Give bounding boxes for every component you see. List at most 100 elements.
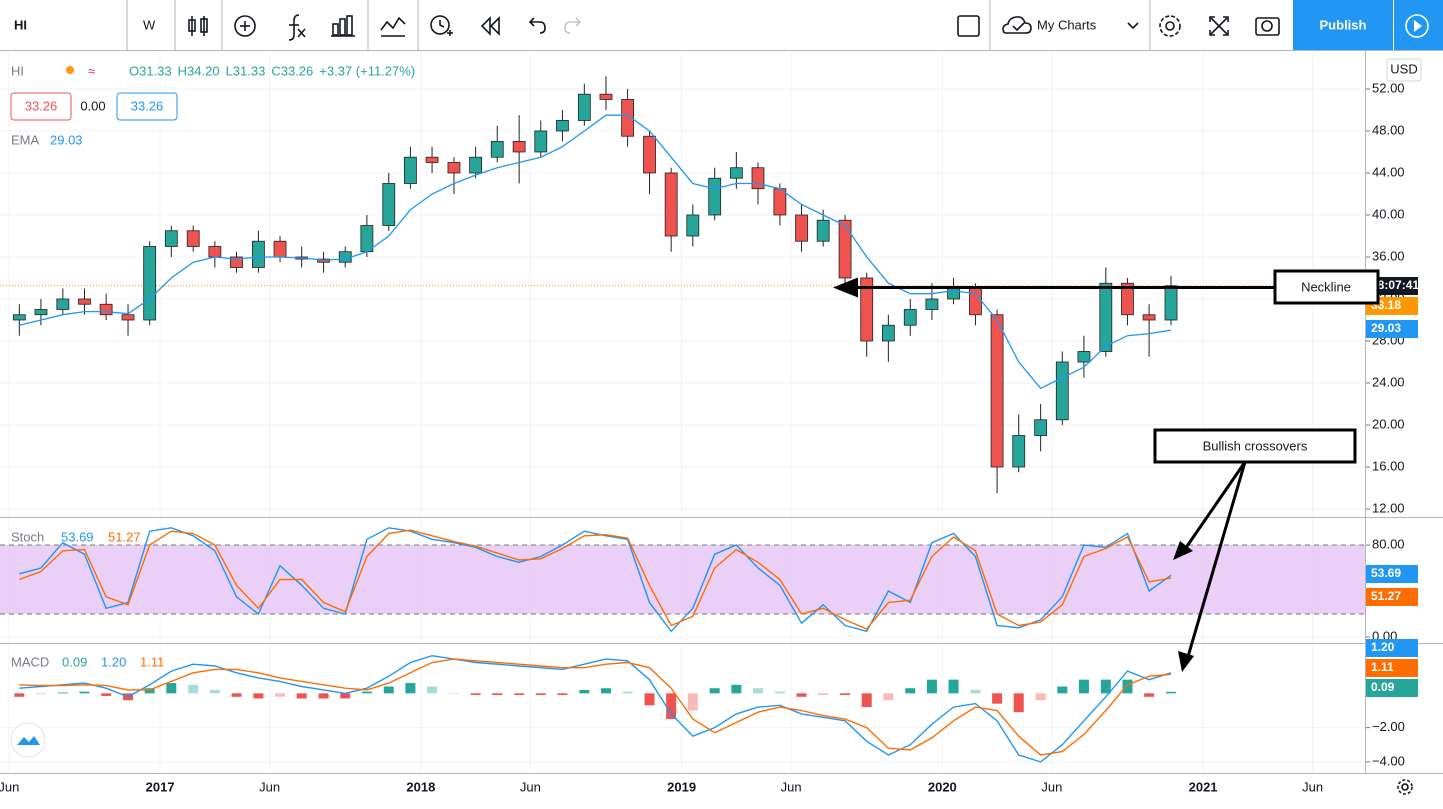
publish-label: Publish bbox=[1320, 17, 1367, 32]
candle-body bbox=[469, 156, 482, 174]
y-tick-label: 40.00 bbox=[1372, 206, 1405, 221]
histogram-bar bbox=[666, 693, 677, 720]
chart-type-button[interactable] bbox=[188, 16, 208, 36]
candle-body bbox=[860, 277, 874, 342]
histogram-bar bbox=[383, 686, 394, 694]
candle-body bbox=[121, 314, 135, 321]
templates-button[interactable] bbox=[331, 15, 355, 37]
currency: USD bbox=[1390, 61, 1417, 76]
ohlc-item: O31.33 bbox=[129, 63, 172, 78]
histogram-tag-bg bbox=[1366, 679, 1418, 697]
indicator-line bbox=[19, 658, 1172, 756]
macd-label: MACD bbox=[11, 654, 49, 669]
candle-body bbox=[1077, 351, 1091, 363]
histogram-bar bbox=[731, 684, 742, 694]
candle-body bbox=[164, 230, 178, 247]
histogram-bar bbox=[926, 679, 937, 694]
axis-settings-button[interactable] bbox=[1397, 779, 1413, 795]
settings-button[interactable] bbox=[1159, 15, 1181, 37]
undo-button[interactable] bbox=[528, 17, 546, 34]
histogram-bar bbox=[1144, 693, 1155, 697]
sell-box[interactable] bbox=[10, 92, 72, 121]
candle-body bbox=[360, 225, 374, 253]
candle-body bbox=[534, 130, 548, 153]
ohlc-item: L31.33 bbox=[226, 63, 266, 78]
y-tick-label: 24.00 bbox=[1372, 374, 1405, 389]
candle-body bbox=[686, 214, 700, 237]
sell-price: 33.26 bbox=[25, 98, 58, 113]
histogram-bar bbox=[514, 693, 525, 696]
histogram-bar bbox=[818, 693, 829, 696]
play-icon bbox=[1405, 14, 1429, 38]
replay-button[interactable] bbox=[480, 16, 500, 36]
stoch-k-value: 53.69 bbox=[61, 529, 94, 544]
publish-button[interactable] bbox=[1293, 0, 1393, 50]
y-tick-label: 16.00 bbox=[1372, 458, 1405, 473]
x-tick-label: Jun bbox=[1302, 779, 1323, 794]
histogram-value: 0.09 bbox=[62, 654, 87, 669]
histogram-bar bbox=[535, 693, 546, 696]
histogram-bar bbox=[557, 693, 568, 696]
histogram-bar bbox=[622, 691, 633, 694]
my-charts-button[interactable]: My Charts bbox=[1002, 16, 1139, 34]
spread: 0.00 bbox=[80, 98, 105, 113]
histogram-bar bbox=[296, 693, 307, 699]
alert-button[interactable] bbox=[430, 15, 453, 36]
buy-box[interactable] bbox=[116, 92, 178, 121]
stoch-label: Stoch bbox=[11, 529, 44, 544]
y-tick-label: 20.00 bbox=[1372, 416, 1405, 431]
histogram-bar bbox=[166, 683, 177, 694]
histogram-bar bbox=[1013, 693, 1024, 713]
stoch-d-tag: 51.27 bbox=[1371, 589, 1401, 603]
y-tick-label: 36.00 bbox=[1372, 248, 1405, 263]
x-tick-label: 2021 bbox=[1189, 779, 1218, 794]
candle-body bbox=[751, 167, 765, 190]
currency-box[interactable] bbox=[1386, 58, 1422, 82]
macd-tag-bg bbox=[1366, 639, 1418, 657]
neckline-label: Neckline bbox=[1301, 279, 1351, 294]
candle-body bbox=[990, 314, 1004, 468]
candle-body bbox=[12, 314, 26, 321]
ema-label: EMA bbox=[11, 132, 40, 147]
multi-layout-button[interactable] bbox=[957, 15, 980, 37]
interval[interactable]: W bbox=[143, 17, 156, 32]
candle-body bbox=[643, 135, 656, 174]
candle-body bbox=[881, 324, 895, 342]
snapshot-button[interactable] bbox=[1255, 17, 1280, 36]
plot-area: Jun 2017 Jun 2018 Jun 2019 Jun 2020 Jun 2021 Jun 12… bbox=[0, 50, 1443, 794]
candle-body bbox=[512, 141, 526, 153]
macd-tag: 1.20 bbox=[1371, 640, 1395, 654]
histogram-bar bbox=[861, 693, 872, 708]
indicators-button[interactable] bbox=[288, 14, 306, 41]
histogram-bar bbox=[1100, 679, 1111, 694]
histogram-bar bbox=[361, 691, 372, 694]
candle-body bbox=[664, 172, 678, 237]
buy-price: 33.26 bbox=[131, 98, 164, 113]
y-tick-label: −2.00 bbox=[1372, 719, 1405, 734]
histogram-bar bbox=[79, 691, 90, 694]
symbol-search[interactable]: HI bbox=[14, 17, 27, 32]
histogram-bar bbox=[253, 693, 264, 699]
chart-properties-button[interactable] bbox=[380, 16, 406, 37]
fullscreen-button[interactable] bbox=[1209, 16, 1229, 36]
candle-body bbox=[230, 256, 243, 268]
toolbar-bg bbox=[0, 0, 1443, 50]
histogram-bar bbox=[948, 679, 959, 694]
histogram-bar bbox=[275, 693, 286, 697]
x-tick-label: 2019 bbox=[667, 779, 696, 794]
histogram-bar bbox=[883, 693, 894, 701]
histogram-bar bbox=[644, 693, 655, 706]
countdown-tag: 08:07:41 bbox=[1371, 278, 1419, 292]
compare-button[interactable] bbox=[234, 15, 256, 37]
signal-value: 1.11 bbox=[140, 654, 164, 669]
toolbar: HI W My Charts Publish bbox=[0, 0, 1443, 51]
histogram-bar bbox=[57, 692, 68, 694]
signal-tag: 1.11 bbox=[1371, 660, 1394, 674]
redo-button[interactable] bbox=[564, 17, 582, 34]
candle-body bbox=[838, 219, 852, 279]
histogram-bar bbox=[1057, 686, 1068, 694]
signal-tag-bg bbox=[1366, 659, 1418, 677]
histogram-bar bbox=[492, 693, 503, 696]
